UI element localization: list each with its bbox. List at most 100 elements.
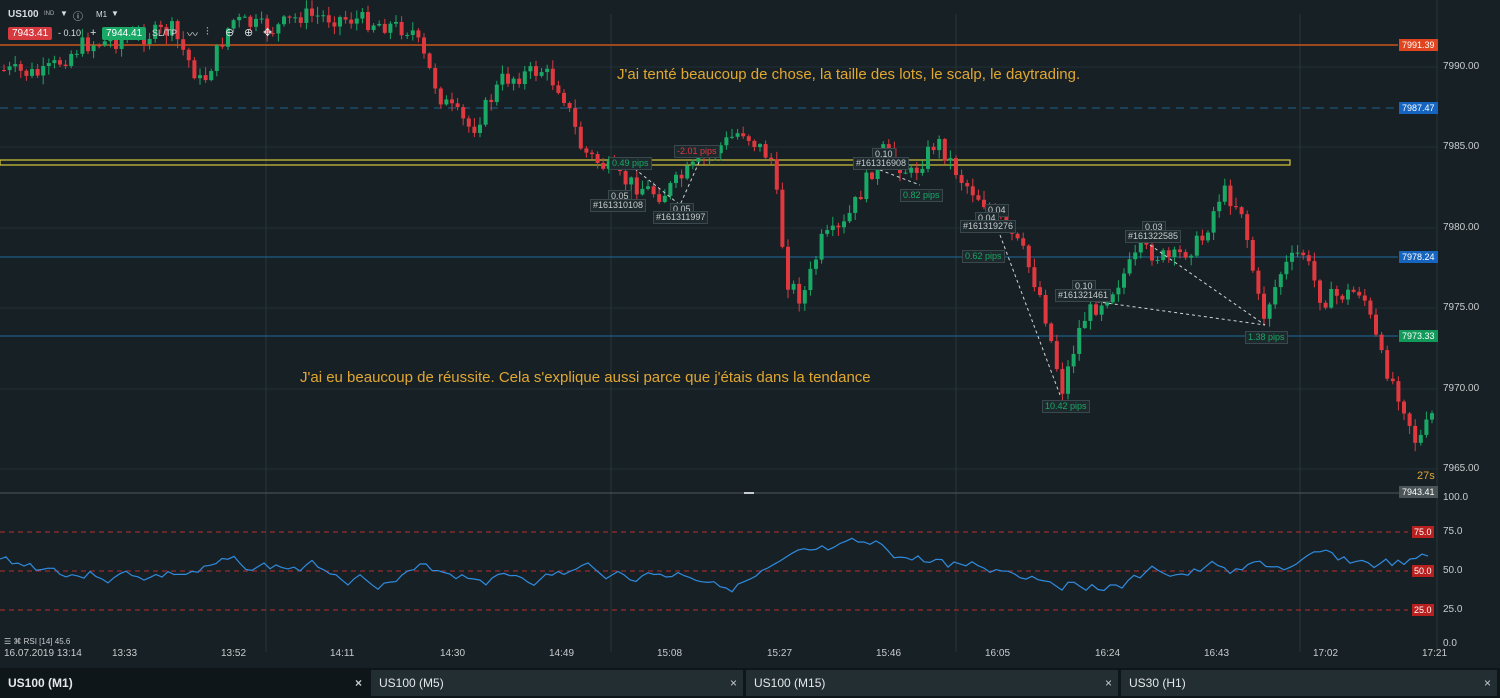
candle-body (2, 70, 6, 71)
candle-body (1060, 369, 1065, 394)
zoom-in-icon[interactable]: ⊕ (244, 27, 254, 39)
trade-label[interactable]: #161322585 (1125, 230, 1182, 243)
price-level-badge[interactable]: 7978.24 (1399, 251, 1438, 263)
price-axis[interactable]: 7990.00 7985.00 7980.00 7975.00 7970.00 7965.… (1399, 0, 1500, 652)
trade-label[interactable]: 0.49 pips (609, 157, 652, 170)
candle-body (886, 144, 891, 149)
candle-body (920, 168, 925, 173)
menu-icon[interactable]: ☰ ⌘ (4, 637, 24, 646)
sltp-button[interactable]: SL/TP (152, 28, 178, 38)
candle-body (248, 16, 253, 27)
candle-countdown: 27s (1417, 470, 1435, 482)
candle-body (7, 66, 12, 71)
candle-body (1368, 300, 1373, 315)
candle-body (1222, 185, 1227, 202)
price-level-badge[interactable]: 7973.33 (1399, 330, 1438, 342)
trade-label[interactable]: -2.01 pips (674, 145, 720, 158)
candle-body (405, 34, 410, 36)
candle-body (562, 92, 566, 103)
candle-body (556, 85, 561, 93)
candle-body (1418, 434, 1423, 443)
ask-price-button[interactable]: 7944.41 (102, 27, 147, 40)
candle-body (1306, 255, 1311, 262)
timeframe-selector[interactable]: M1 (96, 10, 108, 19)
candle-body (1110, 294, 1115, 303)
symbol-name[interactable]: US100 (8, 9, 39, 20)
close-icon[interactable]: × (1104, 676, 1112, 690)
trade-label[interactable]: #161319276 (960, 220, 1017, 233)
candle-body (948, 158, 953, 161)
price-level-badge[interactable]: 7943.41 (1399, 486, 1438, 498)
trade-label[interactable]: 0.82 pips (900, 189, 943, 202)
candle-body (1357, 291, 1362, 296)
candle-body (758, 144, 762, 148)
candle-body (741, 133, 746, 137)
trade-label[interactable]: #161311997 (653, 211, 709, 224)
close-icon[interactable]: × (729, 676, 737, 690)
plus-button[interactable]: + (90, 27, 97, 39)
price-level-badge[interactable]: 7987.47 (1399, 102, 1438, 114)
candle-body (819, 233, 824, 260)
candle-body (326, 15, 331, 23)
trade-label[interactable]: #161316908 (853, 157, 910, 170)
candle-body (1155, 259, 1160, 261)
price-axis-label: 7985.00 (1443, 141, 1480, 152)
candle-body (478, 124, 482, 133)
candle-body (30, 68, 34, 76)
candle-body (640, 188, 645, 195)
candle-body (153, 24, 158, 39)
close-icon[interactable]: × (1483, 676, 1491, 690)
trade-label[interactable]: 10.42 pips (1042, 400, 1090, 413)
candle-body (842, 221, 846, 228)
tab-us30-h1[interactable]: US30 (H1) × (1121, 670, 1497, 696)
candle-body (937, 139, 942, 151)
bid-price-button[interactable]: 7943.41 (8, 27, 53, 40)
candle-body (1312, 261, 1317, 281)
candle-body (517, 78, 522, 85)
candles-icon[interactable]: ⫶ (206, 26, 209, 38)
rsi-indicator-label[interactable]: ☰ ⌘ RSI [14] 45.6 (4, 637, 70, 646)
line-chart-icon[interactable]: 〰 (187, 29, 198, 41)
tab-us100-m5[interactable]: US100 (M5) × (371, 670, 743, 696)
candle-body (685, 165, 690, 179)
candle-body (304, 8, 309, 23)
candle-body (1362, 295, 1367, 301)
candle-body (528, 66, 533, 72)
tab-us100-m15[interactable]: US100 (M15) × (746, 670, 1118, 696)
trade-label[interactable]: #161321461 (1055, 289, 1112, 302)
candle-body (679, 174, 684, 179)
trade-label[interactable]: #161310108 (590, 199, 647, 212)
candle-body (1278, 274, 1283, 288)
candle-body (1144, 242, 1149, 245)
price-level-badge[interactable]: 7991.39 (1399, 39, 1438, 51)
close-icon[interactable]: × (354, 676, 362, 690)
trade-label[interactable]: 0.62 pips (962, 250, 1005, 263)
trade-label[interactable]: 1.38 pips (1245, 331, 1288, 344)
chevron-down-icon[interactable]: ▼ (60, 9, 68, 18)
candle-body (472, 126, 477, 133)
move-icon[interactable]: ✥ (263, 27, 273, 39)
candle-body (24, 70, 29, 76)
candle-body (46, 63, 51, 67)
candle-body (1385, 350, 1390, 379)
candle-body (522, 71, 527, 85)
time-axis: 16.07.2019 13:14 13:33 13:52 14:11 14:30 14:4… (0, 648, 1500, 664)
tab-us100-m1[interactable]: US100 (M1) × (0, 670, 368, 696)
candle-body (265, 18, 270, 34)
zoom-out-icon[interactable]: ⊖ (225, 27, 235, 39)
candle-body (735, 133, 740, 137)
candle-body (1430, 413, 1434, 420)
info-icon[interactable]: ⓘ (73, 12, 83, 23)
candle-body (13, 64, 18, 67)
chevron-down-icon[interactable]: ▼ (111, 9, 119, 18)
time-axis-label: 13:33 (112, 648, 138, 659)
candle-body (1088, 304, 1093, 321)
rsi-level-badge: 25.0 (1412, 604, 1434, 616)
candle-body (534, 66, 538, 76)
candle-body (1340, 295, 1345, 300)
candle-body (108, 39, 113, 42)
time-axis-label: 16:24 (1095, 648, 1121, 659)
price-axis-label: 7980.00 (1443, 222, 1480, 233)
candle-body (52, 60, 57, 64)
candle-body (287, 16, 292, 18)
